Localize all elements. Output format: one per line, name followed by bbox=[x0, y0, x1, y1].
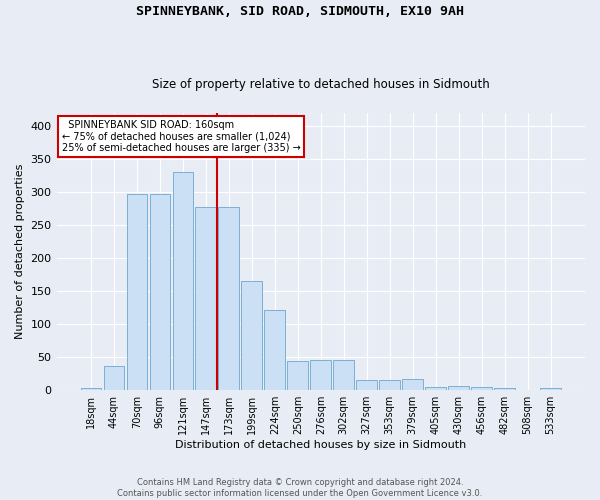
Bar bbox=[494, 388, 515, 390]
Bar bbox=[540, 388, 561, 390]
Bar bbox=[472, 387, 492, 390]
Bar bbox=[403, 379, 423, 390]
Bar bbox=[356, 380, 377, 390]
Text: Contains HM Land Registry data © Crown copyright and database right 2024.
Contai: Contains HM Land Registry data © Crown c… bbox=[118, 478, 482, 498]
X-axis label: Distribution of detached houses by size in Sidmouth: Distribution of detached houses by size … bbox=[175, 440, 466, 450]
Bar bbox=[287, 361, 308, 390]
Bar bbox=[104, 366, 124, 390]
Bar bbox=[265, 310, 285, 390]
Bar bbox=[127, 194, 147, 390]
Bar bbox=[241, 282, 262, 390]
Bar bbox=[425, 387, 446, 390]
Y-axis label: Number of detached properties: Number of detached properties bbox=[15, 164, 25, 340]
Bar bbox=[173, 172, 193, 390]
Bar bbox=[379, 380, 400, 390]
Bar bbox=[196, 206, 216, 390]
Bar bbox=[149, 194, 170, 390]
Text: SPINNEYBANK SID ROAD: 160sqm
← 75% of detached houses are smaller (1,024)
25% of: SPINNEYBANK SID ROAD: 160sqm ← 75% of de… bbox=[62, 120, 301, 153]
Bar bbox=[310, 360, 331, 390]
Bar bbox=[448, 386, 469, 390]
Text: SPINNEYBANK, SID ROAD, SIDMOUTH, EX10 9AH: SPINNEYBANK, SID ROAD, SIDMOUTH, EX10 9A… bbox=[136, 5, 464, 18]
Title: Size of property relative to detached houses in Sidmouth: Size of property relative to detached ho… bbox=[152, 78, 490, 91]
Bar bbox=[334, 360, 354, 390]
Bar bbox=[80, 388, 101, 390]
Bar bbox=[218, 206, 239, 390]
